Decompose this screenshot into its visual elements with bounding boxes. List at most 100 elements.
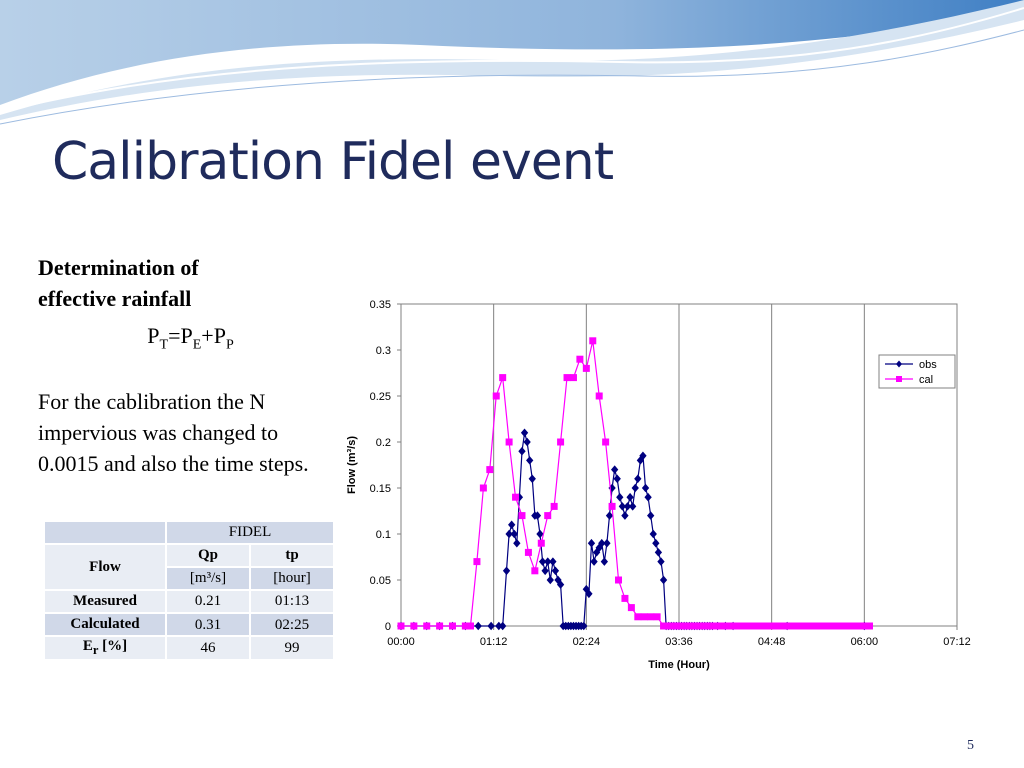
cal-point <box>518 512 526 520</box>
obs-point <box>649 529 657 539</box>
cal-point <box>423 622 431 630</box>
cal-point <box>492 392 500 400</box>
legend-box <box>878 354 956 389</box>
obs-point <box>538 557 547 566</box>
cal-point <box>833 622 841 630</box>
calibration-note: For the cablibration the N impervious wa… <box>38 389 309 477</box>
calculated-tp: 02:25 <box>249 612 335 637</box>
obs-point <box>502 566 511 576</box>
obs-point <box>654 548 663 557</box>
obs-point <box>590 557 598 566</box>
formula-eq: =P <box>168 323 193 348</box>
tp-header: tp <box>249 543 335 568</box>
flow-label: Flow <box>43 543 167 591</box>
fidel-results-table: FIDEL Flow Qp tp [m³/s] [hour] Measured … <box>43 520 335 661</box>
cal-point <box>672 622 680 630</box>
cal-point <box>524 548 532 556</box>
formula-plus: +P <box>201 323 226 348</box>
obs-point <box>598 538 606 548</box>
cal-point <box>576 355 584 363</box>
cal-point <box>595 392 603 400</box>
cal-point <box>537 539 545 547</box>
obs-point <box>605 511 614 520</box>
y-axis-label: Flow (m³/s) <box>346 436 358 494</box>
legend-label-cal: cal <box>919 374 933 386</box>
obs-point <box>556 580 565 589</box>
cal-point <box>653 613 661 621</box>
cal-point <box>775 622 783 630</box>
cal-point <box>544 512 552 520</box>
x-tick-label: 04:48 <box>758 636 786 648</box>
cal-point <box>410 622 418 630</box>
calculated-label-text: Calculated <box>70 616 140 632</box>
er-tp: 99 <box>249 635 335 661</box>
cal-point <box>397 622 405 630</box>
formula-p: P <box>147 323 160 348</box>
cal-point <box>582 364 590 372</box>
cal-point <box>730 622 738 630</box>
x-tick-label: 07:12 <box>943 636 971 648</box>
er-qp: 46 <box>165 635 251 661</box>
obs-point <box>652 538 660 548</box>
obs-point <box>585 589 593 599</box>
cal-point <box>512 493 520 501</box>
cal-point <box>705 622 713 630</box>
cal-point <box>820 622 828 630</box>
page-number: 5 <box>967 738 974 753</box>
section-heading: Determination of effective rainfall <box>38 252 343 314</box>
cal-point <box>782 622 790 630</box>
cal-point <box>814 622 822 630</box>
cal-point <box>473 558 481 566</box>
cal-point <box>486 466 494 474</box>
cal-point <box>569 374 577 382</box>
obs-point <box>659 575 668 585</box>
obs-point <box>621 511 629 520</box>
obs-point <box>508 520 516 530</box>
obs-point <box>600 557 609 566</box>
legend-label-obs: obs <box>919 359 937 371</box>
measured-qp: 0.21 <box>165 589 251 614</box>
cal-point <box>859 622 867 630</box>
cal-point <box>448 622 456 630</box>
obs-point <box>631 483 639 493</box>
y-tick-label: 0.25 <box>370 391 391 403</box>
x-tick-label: 00:00 <box>387 636 415 648</box>
legend-marker-cal <box>896 376 902 382</box>
obs-point <box>487 621 495 631</box>
obs-point <box>647 511 655 520</box>
cal-point <box>666 622 674 630</box>
x-axis-label: Time (Hour) <box>648 659 710 671</box>
obs-point <box>626 492 634 502</box>
cal-point <box>602 438 610 446</box>
cal-point <box>737 622 745 630</box>
cal-point <box>717 622 725 630</box>
rainfall-formula: PT=PE+PP <box>38 320 343 360</box>
er-rest: [%] <box>98 638 128 654</box>
obs-point <box>580 621 588 631</box>
obs-point <box>544 557 552 566</box>
obs-point <box>610 465 619 474</box>
row-label-er: Er [%] <box>43 635 167 661</box>
cal-point <box>499 374 507 382</box>
obs-point <box>549 557 557 566</box>
y-tick-label: 0.2 <box>376 437 391 449</box>
y-tick-label: 0.15 <box>370 483 391 495</box>
formula-sub-t: T <box>159 337 169 353</box>
flow-chart: 00:00 01:12 02:24 03:36 04:48 06:00 07:12 0 0.05… <box>346 299 971 671</box>
formula-sub-p: P <box>225 337 234 353</box>
obs-point <box>616 492 624 502</box>
qp-unit: [m³/s] <box>165 566 251 591</box>
cal-point <box>827 622 835 630</box>
cal-point <box>608 502 616 510</box>
cal-point <box>724 622 732 630</box>
cal-point <box>846 622 854 630</box>
cal-point <box>685 622 693 630</box>
obs-point <box>657 557 665 566</box>
cal-point <box>479 484 487 492</box>
formula-sub-e: E <box>192 337 202 353</box>
cal-point <box>808 622 816 630</box>
cal-point <box>531 567 539 575</box>
x-tick-label: 02:24 <box>573 636 601 648</box>
obs-point <box>644 492 652 502</box>
row-label-calculated: Calculated <box>43 612 167 637</box>
